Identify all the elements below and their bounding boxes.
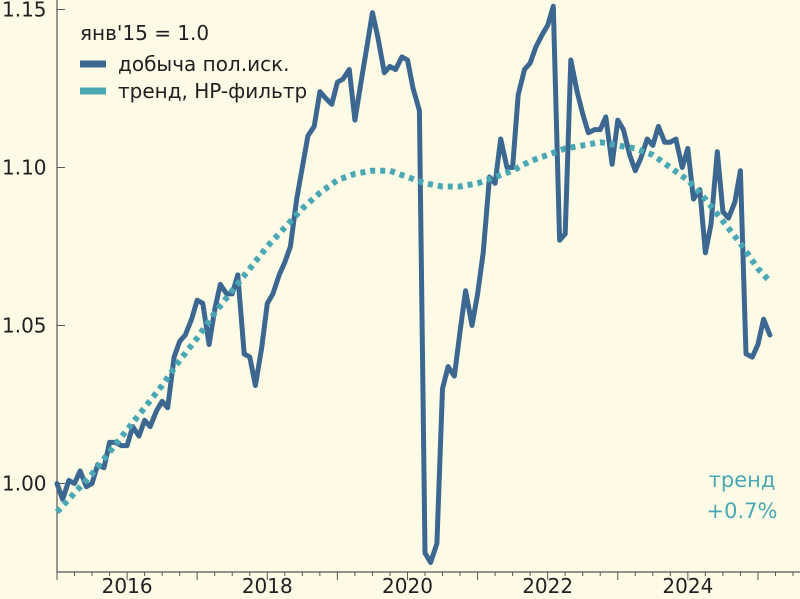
y-tick-label-1.05: 1.05 [2,314,47,338]
y-tick-label-1.10: 1.10 [2,155,47,179]
legend-label-trend: тренд, HP-фильтр [118,79,307,103]
series-line-production [54,3,773,565]
legend-title: янв'15 = 1.0 [80,21,209,45]
annotation-line-2: +0.7% [707,499,778,523]
x-tick-label-2022: 2022 [522,574,573,598]
x-tick-label-2018: 2018 [242,574,293,598]
legend-label-production: добыча пол.иск. [118,52,290,76]
x-tick-label-2024: 2024 [662,574,713,598]
y-tick-label-1.15: 1.15 [2,0,47,21]
x-tick-label-2020: 2020 [382,574,433,598]
legend: янв'15 = 1.0 добыча пол.иск. тренд, HP-ф… [80,21,307,103]
trend-annotation: тренд +0.7% [707,468,778,523]
y-tick-label-1.00: 1.00 [2,472,47,496]
annotation-line-1: тренд [709,468,776,492]
x-tick-label-2016: 2016 [102,574,153,598]
series-line-trend [54,139,773,515]
plot-area [54,3,773,565]
